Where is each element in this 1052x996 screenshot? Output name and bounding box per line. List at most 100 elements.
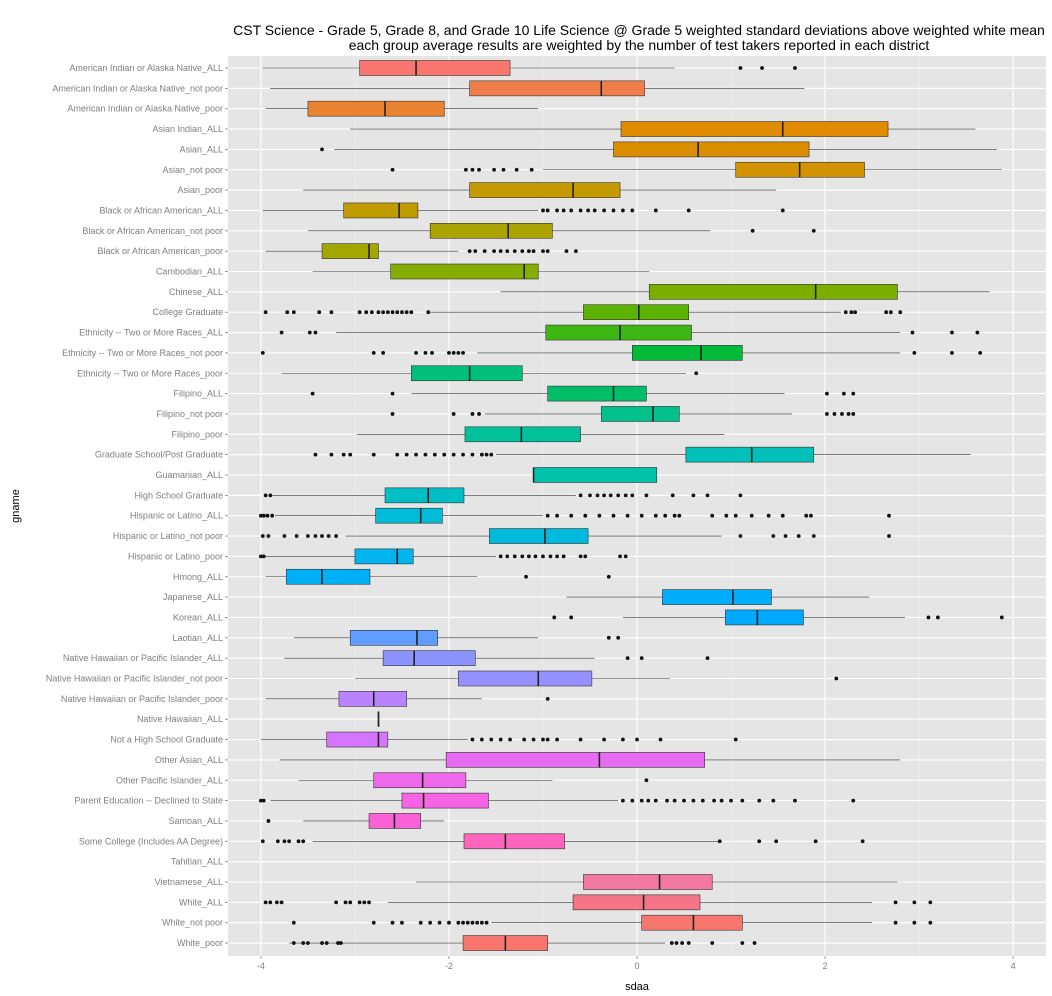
outlier-point [456,920,461,925]
outlier-point [849,310,854,315]
outlier-point [426,310,431,315]
outlier-point [320,941,324,945]
outlier-point [760,66,764,70]
outlier-point [686,208,691,213]
outlier-point [757,839,762,844]
outlier-point [291,310,296,315]
outlier-point [578,554,583,559]
outlier-point [950,330,954,335]
outlier-point [409,310,414,315]
category-label: White_poor [177,938,223,948]
outlier-point [694,371,699,376]
box-group [416,874,898,890]
outlier-point [658,737,663,742]
outlier-point [313,330,318,335]
box [469,182,621,198]
outlier-point [508,737,512,742]
outlier-point [738,534,743,538]
outlier-point [738,493,743,498]
category-label: American Indian or Alaska Native_poor [67,104,223,114]
outlier-point [329,310,334,315]
outlier-point [700,798,705,803]
outlier-point [529,167,534,172]
x-tick-label: -4 [257,961,265,971]
outlier-point [313,534,318,538]
outlier-point [395,452,400,457]
box-group [263,487,743,504]
outlier-point [492,167,496,172]
outlier-point [592,208,597,213]
outlier-point [274,900,279,905]
outlier-point [447,351,451,355]
outlier-point [512,554,517,559]
outlier-point [442,452,447,457]
category-label: Korean_ALL [173,612,223,622]
box-group [265,100,539,117]
outlier-point [625,656,630,661]
outlier-point [578,737,583,742]
outlier-point [371,920,376,925]
box-group [259,548,628,565]
outlier-point [630,493,635,498]
outlier-point [505,554,510,559]
outlier-point [498,737,503,742]
outlier-point [336,941,340,945]
outlier-point [887,534,891,538]
outlier-point [780,208,785,213]
outlier-point [324,941,329,945]
outlier-point [259,554,263,559]
category-label: Black or African American_poor [97,246,223,256]
box [631,345,743,361]
box-group [354,670,839,687]
outlier-point [926,615,931,620]
outlier-point [461,452,465,457]
outlier-point [912,900,917,905]
outlier-point [846,412,851,416]
chart-title: CST Science - Grade 5, Grade 8, and Grad… [233,22,1045,38]
outlier-point [461,351,465,355]
outlier-point [260,351,265,355]
outlier-point [261,798,266,803]
category-label: Ethnicity -- Two or More Races_not poor [62,348,223,358]
outlier-point [691,798,696,803]
outlier-point [686,941,691,945]
outlier-point [618,554,622,559]
outlier-point [423,351,428,355]
outlier-point [479,920,484,925]
outlier-point [602,737,606,742]
outlier-point [341,452,346,457]
outlier-point [719,798,724,803]
outlier-point [561,554,566,559]
category-label: College Graduate [152,307,223,317]
outlier-point [928,920,933,925]
outlier-point [545,208,550,213]
outlier-point [804,513,809,518]
outlier-point [306,941,310,945]
box-group [307,223,816,239]
box [321,243,379,259]
outlier-point [263,493,268,498]
outlier-point [390,310,395,315]
outlier-point [461,920,465,925]
x-tick-label: 0 [634,961,639,971]
outlier-point [555,513,559,518]
outlier-point [825,412,829,416]
outlier-point [310,391,315,396]
outlier-point [950,351,954,355]
category-label: American Indian or Alaska Native_ALL [69,63,223,73]
outlier-point [750,228,755,233]
outlier-point [268,900,273,905]
outlier-point [484,920,489,925]
outlier-point [653,798,658,803]
outlier-point [334,534,339,538]
category-label: Filipino_poor [171,429,223,439]
box [445,752,705,768]
outlier-point [705,493,710,498]
category-label: Native Hawaiian_ALL [137,714,223,724]
outlier-point [279,900,284,905]
box [489,528,589,544]
outlier-point [282,534,287,538]
category-label: Hispanic or Latino_not poor [113,531,223,541]
box [343,202,419,219]
outlier-point [620,798,625,803]
